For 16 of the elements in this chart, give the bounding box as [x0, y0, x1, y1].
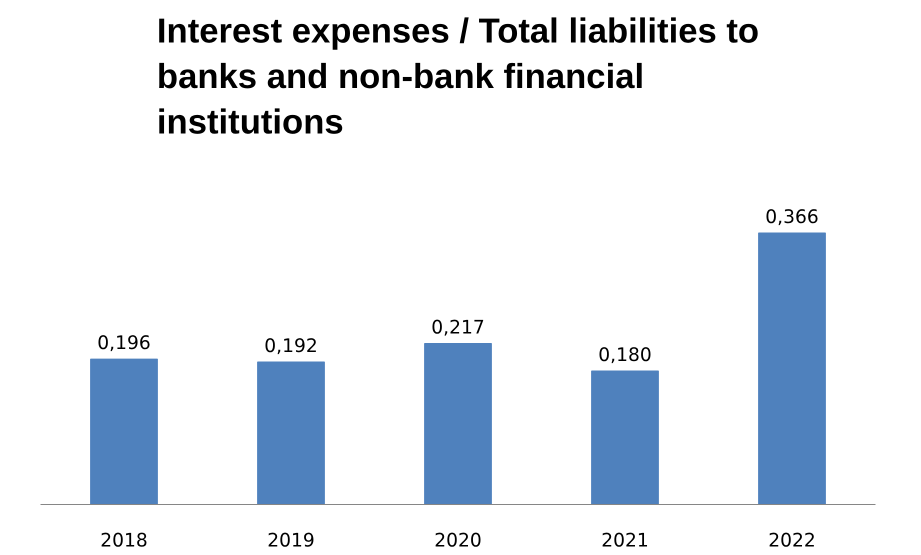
bar — [424, 343, 492, 504]
x-tick-label: 2018 — [100, 530, 148, 552]
data-label: 0,196 — [97, 333, 151, 354]
data-label: 0,217 — [431, 318, 485, 339]
x-tick-label: 2019 — [267, 530, 315, 552]
data-label: 0,366 — [765, 206, 819, 228]
x-tick-label: 2022 — [768, 530, 816, 552]
bar — [758, 232, 826, 504]
bar — [591, 370, 659, 504]
x-tick-label: 2021 — [601, 530, 649, 552]
bar — [90, 358, 158, 504]
chart-title: Interest expenses / Total liabilities to banks and non-bank financial institutions — [156, 12, 760, 142]
data-label: 0,192 — [264, 336, 318, 358]
bar — [257, 362, 325, 504]
data-label: 0,180 — [598, 344, 652, 366]
x-tick-label: 2020 — [434, 530, 482, 552]
